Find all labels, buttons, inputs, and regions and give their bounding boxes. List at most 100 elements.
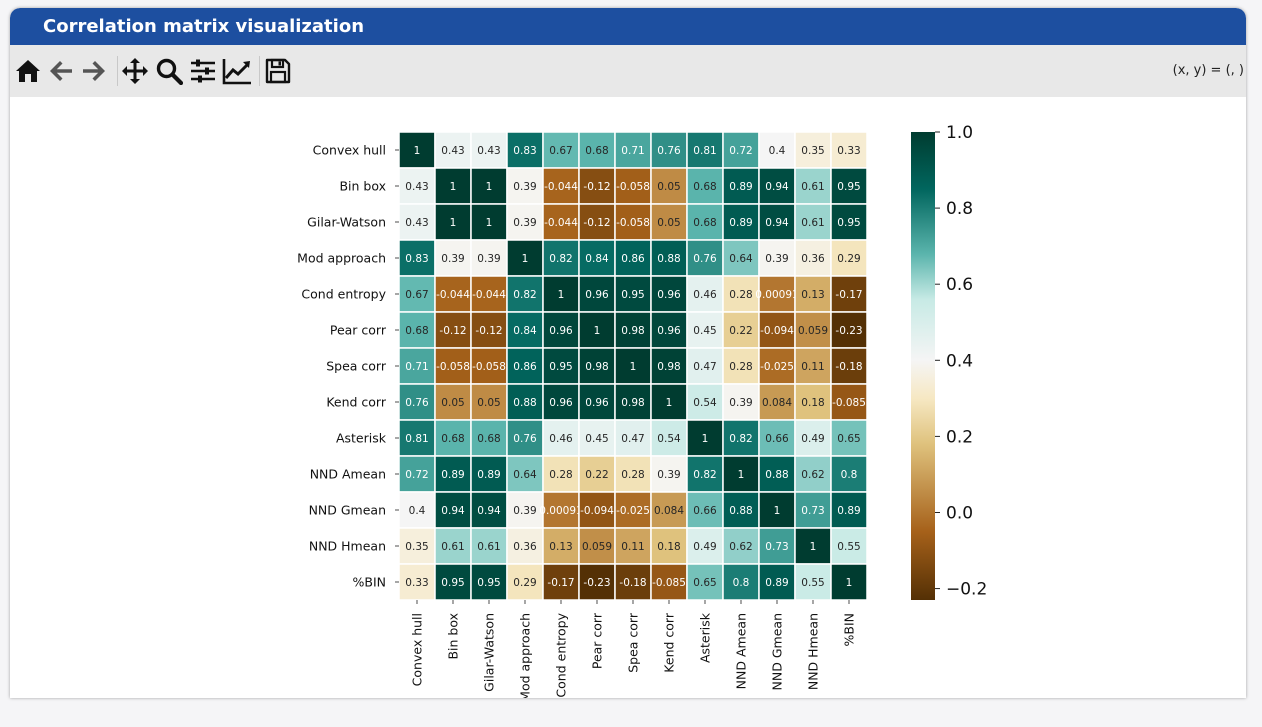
cell-annotation: 0.35 bbox=[405, 541, 428, 553]
cursor-coordinates: (x, y) = (, ) bbox=[1172, 63, 1244, 78]
cell-annotation: 0.28 bbox=[729, 289, 752, 301]
heatmap-cell bbox=[434, 275, 472, 313]
forward-button[interactable] bbox=[79, 56, 109, 86]
cell-annotation: 0.89 bbox=[729, 181, 752, 193]
cell-annotation: 0.00091 bbox=[755, 289, 798, 301]
colorbar-tick-label: −0.2 bbox=[946, 580, 987, 600]
y-tick-label: NND Amean bbox=[310, 467, 386, 482]
y-tick-label: Bin box bbox=[339, 179, 386, 194]
cell-annotation: 0.84 bbox=[513, 325, 537, 337]
cell-annotation: 0.47 bbox=[693, 361, 716, 373]
cell-annotation: 0.86 bbox=[621, 253, 645, 265]
heatmap-cell bbox=[434, 455, 472, 493]
cell-annotation: 1 bbox=[774, 505, 781, 517]
heatmap-cell bbox=[650, 491, 688, 529]
cell-annotation: 1 bbox=[450, 181, 457, 193]
cell-annotation: 0.68 bbox=[693, 217, 716, 229]
cell-annotation: 0.81 bbox=[405, 433, 428, 445]
heatmap-cell bbox=[542, 563, 580, 601]
heatmap-cell bbox=[578, 311, 616, 349]
save-button[interactable] bbox=[263, 56, 293, 86]
cell-annotation: -0.058 bbox=[616, 181, 650, 193]
cell-annotation: 0.61 bbox=[441, 541, 464, 553]
cell-annotation: -0.058 bbox=[436, 361, 470, 373]
cell-annotation: 1 bbox=[630, 361, 637, 373]
cell-annotation: 0.66 bbox=[765, 433, 789, 445]
heatmap-cell bbox=[398, 527, 436, 565]
cell-annotation: 0.11 bbox=[801, 361, 824, 373]
heatmap-cell bbox=[686, 131, 724, 169]
cell-annotation: 0.76 bbox=[657, 145, 681, 157]
cell-annotation: 0.28 bbox=[549, 469, 572, 481]
x-tick-label: Cond entropy bbox=[554, 612, 569, 697]
cell-annotation: -0.058 bbox=[472, 361, 506, 373]
cell-annotation: 0.82 bbox=[693, 469, 716, 481]
cell-annotation: 0.4 bbox=[769, 145, 786, 157]
cell-annotation: 0.68 bbox=[693, 181, 716, 193]
heatmap-cell bbox=[470, 311, 508, 349]
cell-annotation: -0.025 bbox=[616, 505, 650, 517]
cell-annotation: 0.94 bbox=[765, 217, 789, 229]
heatmap-cell bbox=[470, 347, 508, 385]
heatmap-cell bbox=[794, 347, 832, 385]
home-icon bbox=[16, 60, 40, 82]
cell-annotation: 0.46 bbox=[693, 289, 717, 301]
cell-annotation: 0.4 bbox=[409, 505, 426, 517]
toolbar-separator bbox=[117, 56, 118, 86]
heatmap-cell bbox=[506, 203, 544, 241]
heatmap-cell bbox=[470, 275, 508, 313]
axes-button[interactable] bbox=[222, 56, 252, 86]
cell-annotation: 0.13 bbox=[549, 541, 572, 553]
cell-annotation: 0.86 bbox=[513, 361, 537, 373]
heatmap-cell bbox=[758, 455, 796, 493]
cell-annotation: 0.95 bbox=[837, 217, 860, 229]
cell-annotation: 0.71 bbox=[621, 145, 644, 157]
y-tick-label: Cond entropy bbox=[301, 287, 386, 302]
figure-canvas[interactable]: 1 0.43 0.43 0.83 0.67 0.68 0.71 0.76 0.81 0.72 0.4… bbox=[10, 97, 1246, 698]
subplots-button[interactable] bbox=[188, 56, 218, 86]
colorbar-tick-label: 0.2 bbox=[946, 427, 973, 447]
heatmap-cell bbox=[578, 527, 616, 565]
cell-annotation: 0.11 bbox=[621, 541, 644, 553]
heatmap-cell bbox=[758, 527, 796, 565]
cell-annotation: 0.89 bbox=[477, 469, 500, 481]
heatmap-cell bbox=[470, 419, 508, 457]
heatmap-cell bbox=[722, 203, 760, 241]
zoom-button[interactable] bbox=[154, 56, 184, 86]
cell-annotation: 0.29 bbox=[837, 253, 860, 265]
cell-annotation: -0.17 bbox=[835, 289, 862, 301]
heatmap-cell bbox=[542, 419, 580, 457]
heatmap-cell bbox=[470, 455, 508, 493]
cell-annotation: 0.43 bbox=[477, 145, 500, 157]
cell-annotation: 0.88 bbox=[765, 469, 788, 481]
cell-annotation: 0.13 bbox=[801, 289, 824, 301]
heatmap-cell bbox=[830, 239, 868, 277]
y-tick-label: Spea corr bbox=[326, 359, 387, 374]
colorbar-tick-label: 0.8 bbox=[946, 199, 973, 219]
back-button[interactable] bbox=[46, 56, 76, 86]
cell-annotation: -0.18 bbox=[835, 361, 862, 373]
cell-annotation: 1 bbox=[450, 217, 457, 229]
arrow-right-icon bbox=[83, 61, 105, 81]
cell-annotation: 0.83 bbox=[513, 145, 536, 157]
cell-annotation: 0.49 bbox=[693, 541, 716, 553]
heatmap-cell bbox=[542, 527, 580, 565]
heatmap-cell bbox=[578, 383, 616, 421]
sliders-icon bbox=[191, 59, 215, 83]
cell-annotation: 0.36 bbox=[801, 253, 825, 265]
cell-annotation: -0.094 bbox=[760, 325, 794, 337]
cell-annotation: -0.085 bbox=[652, 577, 686, 589]
heatmap-cell bbox=[506, 563, 544, 601]
heatmap-cell bbox=[434, 347, 472, 385]
chart-line-icon bbox=[222, 59, 251, 85]
x-tick-label: Mod approach bbox=[518, 613, 533, 698]
heatmap-cell bbox=[470, 491, 508, 529]
cell-annotation: 0.64 bbox=[513, 469, 537, 481]
heatmap-cell bbox=[758, 131, 796, 169]
cell-annotation: 1 bbox=[486, 217, 493, 229]
x-tick-label: NND Gmean bbox=[770, 613, 785, 690]
home-button[interactable] bbox=[13, 56, 43, 86]
cell-annotation: 0.8 bbox=[733, 577, 750, 589]
x-tick-label: Spea corr bbox=[626, 612, 641, 673]
pan-button[interactable] bbox=[120, 56, 150, 86]
